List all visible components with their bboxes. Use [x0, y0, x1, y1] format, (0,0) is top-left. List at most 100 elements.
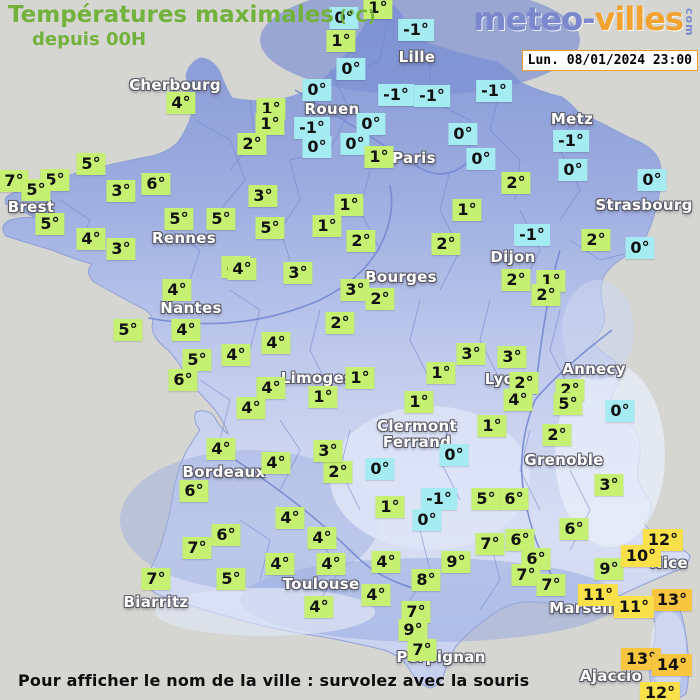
temp-badge[interactable]: 3° [594, 474, 624, 496]
temp-badge[interactable]: 5° [35, 213, 65, 235]
temp-badge[interactable]: 4° [227, 258, 257, 280]
temp-badge[interactable]: 4° [371, 551, 401, 573]
temp-badge[interactable]: 4° [265, 553, 295, 575]
temp-badge[interactable]: 5° [255, 217, 285, 239]
temp-badge[interactable]: 1° [426, 362, 456, 384]
temp-badge[interactable]: -1° [514, 224, 550, 246]
temp-badge[interactable]: 7° [401, 601, 431, 623]
temp-badge[interactable]: 6° [505, 529, 535, 551]
temp-badge[interactable]: 6° [499, 488, 529, 510]
temp-badge[interactable]: 7° [141, 568, 171, 590]
temp-badge[interactable]: 3° [248, 185, 278, 207]
temp-badge[interactable]: 1° [308, 386, 338, 408]
temp-badge[interactable]: 9° [398, 619, 428, 641]
temp-badge[interactable]: 6° [559, 518, 589, 540]
temp-badge[interactable]: 2° [346, 230, 376, 252]
temp-badge[interactable]: 2° [237, 133, 267, 155]
temp-badge[interactable]: 2° [501, 172, 531, 194]
temp-badge[interactable]: 1° [364, 146, 394, 168]
temp-badge[interactable]: 3° [456, 343, 486, 365]
temp-badge[interactable]: 4° [162, 279, 192, 301]
temp-badge[interactable]: 2° [501, 269, 531, 291]
temp-badge[interactable]: 0° [637, 169, 667, 191]
temp-badge[interactable]: 1° [345, 367, 375, 389]
temp-badge[interactable]: 3° [283, 262, 313, 284]
temp-badge[interactable]: 1° [404, 391, 434, 413]
temp-badge[interactable]: 14° [651, 654, 693, 676]
temp-badge[interactable]: 10° [620, 545, 662, 567]
temp-badge[interactable]: 4° [307, 527, 337, 549]
temp-badge[interactable]: -1° [414, 85, 450, 107]
temp-badge[interactable]: 0° [340, 133, 370, 155]
temp-badge[interactable]: 7° [475, 533, 505, 555]
temp-badge[interactable]: 9° [441, 551, 471, 573]
temp-badge[interactable]: 0° [302, 136, 332, 158]
temp-badge[interactable]: 7° [0, 170, 29, 192]
temp-badge[interactable]: -1° [294, 117, 330, 139]
temp-badge[interactable]: 5° [206, 208, 236, 230]
temp-badge[interactable]: 4° [236, 397, 266, 419]
temp-badge[interactable]: 5° [164, 208, 194, 230]
temp-badge[interactable]: 6° [141, 173, 171, 195]
temp-badge[interactable]: 3° [340, 279, 370, 301]
temp-badge[interactable]: 0° [412, 509, 442, 531]
temp-badge[interactable]: 1° [375, 496, 405, 518]
temp-badge[interactable]: 3° [106, 238, 136, 260]
temp-badge[interactable]: 2° [325, 312, 355, 334]
temp-badge[interactable]: 4° [275, 507, 305, 529]
temp-badge[interactable]: 0° [365, 458, 395, 480]
temp-badge[interactable]: 2° [431, 233, 461, 255]
temp-badge[interactable]: 2° [542, 424, 572, 446]
temp-badge[interactable]: 2° [323, 461, 353, 483]
temp-badge[interactable]: 1° [363, 0, 393, 19]
temp-badge[interactable]: 1° [334, 194, 364, 216]
temp-badge[interactable]: 0° [625, 237, 655, 259]
temp-badge[interactable]: 4° [261, 332, 291, 354]
temp-badge[interactable]: 4° [304, 596, 334, 618]
temp-badge[interactable]: 5° [216, 568, 246, 590]
temp-badge[interactable]: -1° [421, 488, 457, 510]
temp-badge[interactable]: 1° [477, 415, 507, 437]
temp-badge[interactable]: 5° [21, 179, 51, 201]
temp-badge[interactable]: -1° [378, 84, 414, 106]
temp-badge[interactable]: 4° [166, 92, 196, 114]
meteo-villes-logo[interactable]: meteo- villes com [473, 2, 696, 37]
temp-badge[interactable]: 6° [179, 480, 209, 502]
temp-badge[interactable]: 2° [509, 372, 539, 394]
temp-badge[interactable]: 0° [466, 148, 496, 170]
temp-badge[interactable]: 13° [620, 648, 662, 670]
temp-badge[interactable]: 7° [182, 537, 212, 559]
temp-badge[interactable]: 3° [313, 440, 343, 462]
temp-badge[interactable]: 4° [361, 584, 391, 606]
temp-badge[interactable]: 13° [651, 589, 693, 611]
temp-badge[interactable]: 0° [439, 444, 469, 466]
temp-badge[interactable]: 0° [302, 79, 332, 101]
temp-badge[interactable]: 4° [221, 344, 251, 366]
temp-badge[interactable]: -1° [398, 19, 434, 41]
temp-badge[interactable]: 2° [531, 284, 561, 306]
temp-badge[interactable]: 2° [581, 229, 611, 251]
temp-badge[interactable]: 1° [326, 30, 356, 52]
temp-badge[interactable]: 4° [171, 319, 201, 341]
temp-badge[interactable]: 5° [113, 319, 143, 341]
temp-badge[interactable]: 12° [642, 529, 684, 551]
temp-badge[interactable]: 11° [613, 596, 655, 618]
temp-badge[interactable]: 6° [211, 524, 241, 546]
temp-badge[interactable]: 2° [365, 288, 395, 310]
temp-badge[interactable]: 4° [256, 377, 286, 399]
temp-badge[interactable]: 3° [106, 180, 136, 202]
temp-badge[interactable]: 7° [407, 639, 437, 661]
temp-badge[interactable]: 0° [448, 123, 478, 145]
temp-badge[interactable]: 11° [577, 584, 619, 606]
temp-badge[interactable]: 7° [536, 574, 566, 596]
temp-badge[interactable]: -1° [553, 130, 589, 152]
temp-badge[interactable]: 5° [182, 349, 212, 371]
temp-badge[interactable]: 4° [503, 389, 533, 411]
temp-badge[interactable]: 0° [329, 7, 359, 29]
temp-badge[interactable]: 7° [511, 564, 541, 586]
temp-badge[interactable]: 5° [471, 488, 501, 510]
temp-badge[interactable]: 4° [76, 228, 106, 250]
temp-badge[interactable]: 6° [168, 369, 198, 391]
temp-badge[interactable]: -1° [476, 80, 512, 102]
temp-badge[interactable]: 0° [356, 113, 386, 135]
